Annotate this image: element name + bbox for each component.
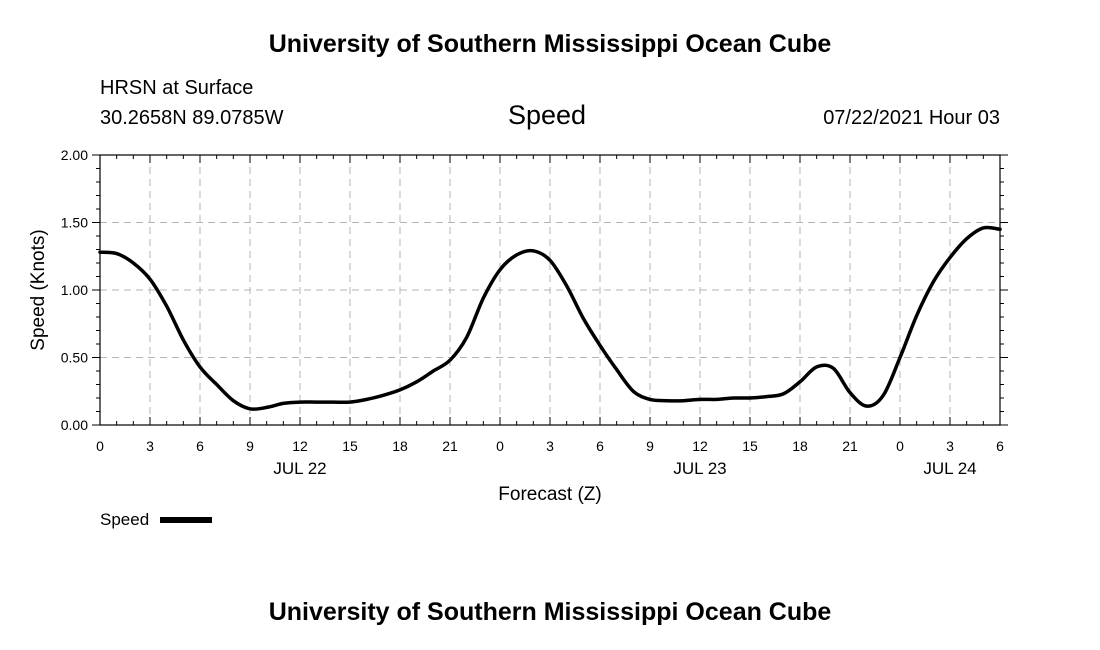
y-tick-label: 2.00 — [61, 147, 88, 163]
date-label: JUL 24 — [923, 459, 976, 478]
y-tick-label: 0.00 — [61, 417, 88, 433]
x-tick-label: 3 — [946, 438, 954, 454]
x-tick-label: 15 — [342, 438, 358, 454]
x-tick-label: 6 — [196, 438, 204, 454]
y-axis-label: Speed (Knots) — [28, 229, 49, 350]
x-tick-label: 3 — [546, 438, 554, 454]
footer-title: University of Southern Mississippi Ocean… — [268, 598, 832, 626]
chart-tick-labels: 0 3 6 9 12 15 18 21 0 3 6 9 12 15 18 21 0 3 6 JUL 22 JUL 23 J… — [61, 147, 1004, 478]
x-tick-label: 12 — [292, 438, 308, 454]
station-coordinates: 30.2658N 89.0785W — [100, 107, 284, 129]
chart-grid — [100, 155, 1000, 425]
y-tick-label: 1.50 — [61, 215, 88, 231]
x-tick-label: 9 — [646, 438, 654, 454]
x-tick-label: 12 — [692, 438, 708, 454]
x-tick-label: 0 — [96, 438, 104, 454]
forecast-datetime: 07/22/2021 Hour 03 — [823, 107, 1000, 129]
legend-label: Speed — [100, 510, 150, 529]
x-tick-label: 0 — [496, 438, 504, 454]
x-tick-label: 0 — [896, 438, 904, 454]
x-tick-label: 15 — [742, 438, 758, 454]
x-tick-label: 18 — [392, 438, 408, 454]
x-tick-label: 21 — [442, 438, 458, 454]
y-tick-label: 0.50 — [61, 350, 88, 366]
station-label: HRSN at Surface — [100, 77, 254, 99]
y-tick-label: 1.00 — [61, 282, 88, 298]
page-title: University of Southern Mississippi Ocean… — [268, 30, 832, 58]
chart-title: Speed — [508, 100, 587, 130]
date-label: JUL 22 — [273, 459, 326, 478]
plot-frame — [99, 154, 1001, 426]
x-tick-label: 6 — [596, 438, 604, 454]
speed-series-line — [98, 225, 1002, 411]
x-tick-label: 3 — [146, 438, 154, 454]
x-tick-label: 9 — [246, 438, 254, 454]
x-tick-label: 18 — [792, 438, 808, 454]
x-tick-label: 21 — [842, 438, 858, 454]
x-tick-label: 6 — [996, 438, 1004, 454]
date-label: JUL 23 — [673, 459, 726, 478]
legend-swatch — [160, 517, 212, 523]
x-axis-label: Forecast (Z) — [498, 484, 601, 505]
chart-ticks — [92, 154, 1008, 426]
